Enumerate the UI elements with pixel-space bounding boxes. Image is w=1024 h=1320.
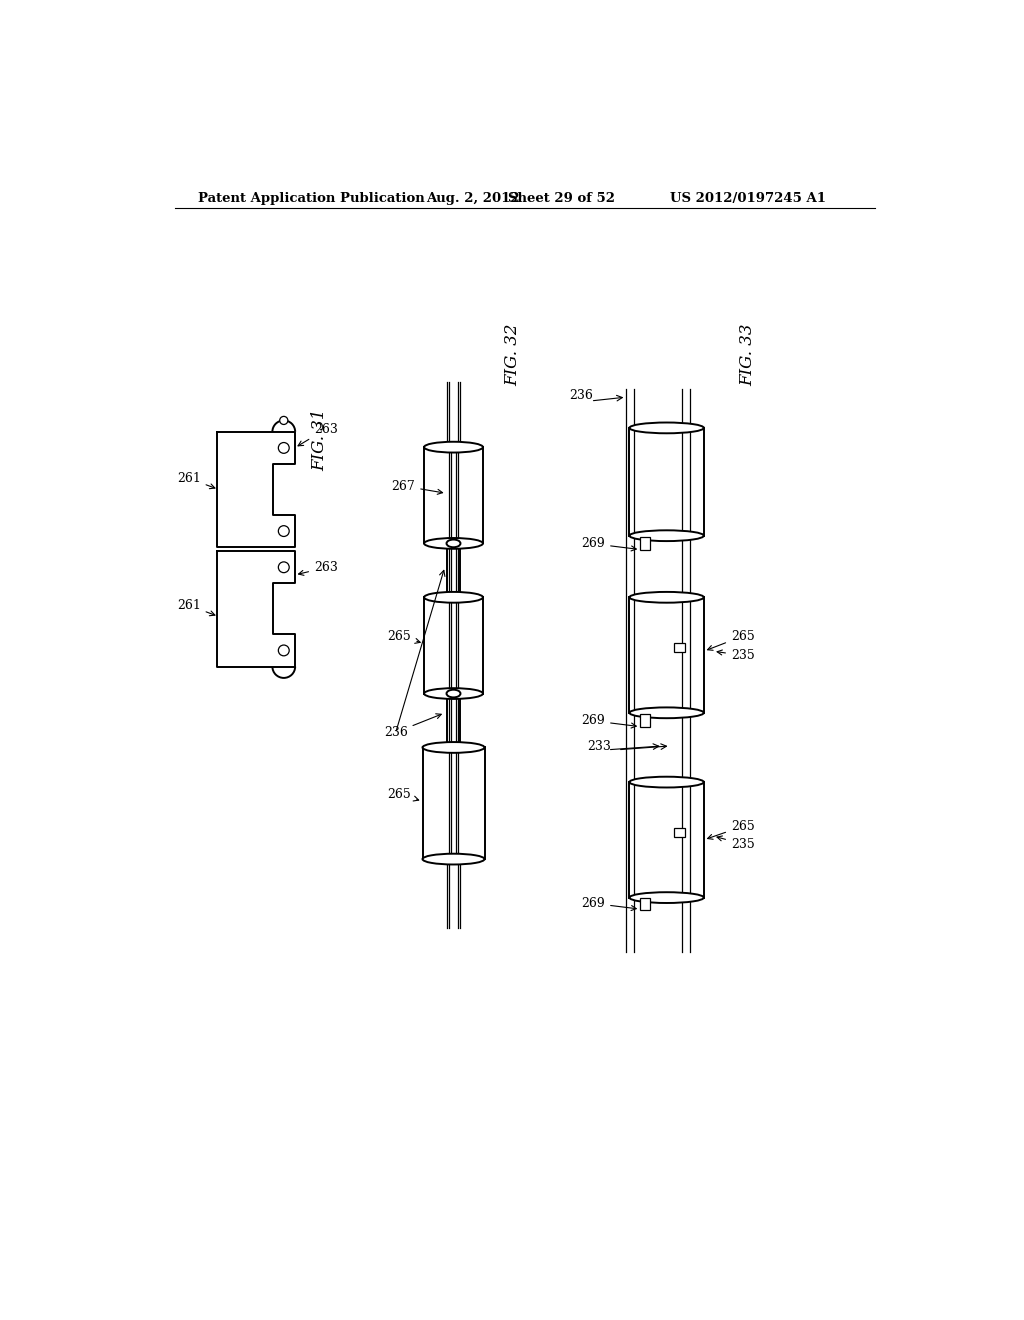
Text: 235: 235 <box>717 649 755 661</box>
Ellipse shape <box>630 776 703 788</box>
Text: 233: 233 <box>587 739 610 752</box>
Ellipse shape <box>446 594 461 601</box>
Ellipse shape <box>630 892 703 903</box>
Text: 235: 235 <box>717 836 755 850</box>
Bar <box>675 643 685 652</box>
Text: 263: 263 <box>298 422 338 446</box>
Text: 269: 269 <box>582 537 636 550</box>
Ellipse shape <box>446 540 461 548</box>
Text: Sheet 29 of 52: Sheet 29 of 52 <box>508 191 614 205</box>
Ellipse shape <box>446 743 461 751</box>
Ellipse shape <box>424 591 483 603</box>
Text: 265: 265 <box>708 630 755 651</box>
Text: Aug. 2, 2012: Aug. 2, 2012 <box>426 191 520 205</box>
Bar <box>640 714 649 726</box>
Ellipse shape <box>424 539 483 549</box>
Text: 265: 265 <box>708 820 755 840</box>
Ellipse shape <box>424 442 483 453</box>
Text: 236: 236 <box>569 389 593 403</box>
Text: FIG. 32: FIG. 32 <box>505 323 521 385</box>
Circle shape <box>279 525 289 536</box>
Ellipse shape <box>630 422 703 433</box>
Ellipse shape <box>424 688 483 700</box>
Bar <box>640 898 649 909</box>
Ellipse shape <box>630 708 703 718</box>
Text: Patent Application Publication: Patent Application Publication <box>198 191 425 205</box>
Circle shape <box>279 562 289 573</box>
Ellipse shape <box>423 854 484 865</box>
Text: FIG. 33: FIG. 33 <box>739 323 757 385</box>
Text: 269: 269 <box>582 896 636 911</box>
Text: 261: 261 <box>177 471 215 488</box>
Ellipse shape <box>630 591 703 603</box>
Circle shape <box>280 416 288 425</box>
Text: 236: 236 <box>384 714 441 739</box>
Ellipse shape <box>446 689 461 697</box>
Text: 269: 269 <box>582 714 636 729</box>
Text: 265: 265 <box>388 788 419 801</box>
Bar <box>675 828 685 837</box>
Text: 267: 267 <box>391 479 442 494</box>
Text: US 2012/0197245 A1: US 2012/0197245 A1 <box>671 191 826 205</box>
Text: 263: 263 <box>299 561 338 576</box>
Ellipse shape <box>423 742 484 752</box>
Text: 265: 265 <box>388 630 420 643</box>
Circle shape <box>279 645 289 656</box>
Bar <box>640 537 649 549</box>
Circle shape <box>279 442 289 453</box>
Text: 261: 261 <box>177 599 215 615</box>
Ellipse shape <box>630 531 703 541</box>
Text: FIG. 31: FIG. 31 <box>311 408 329 471</box>
